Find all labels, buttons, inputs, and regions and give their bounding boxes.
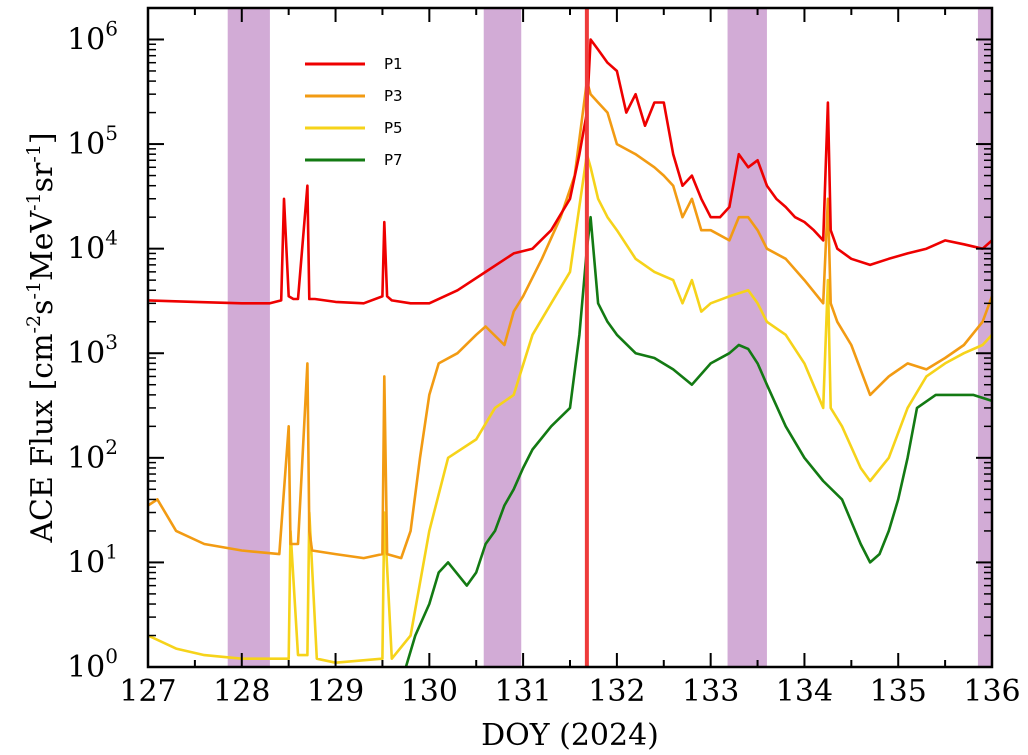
- x-tick-label: 134: [776, 674, 833, 709]
- x-tick-label: 127: [119, 674, 176, 709]
- x-tick-label: 130: [401, 674, 458, 709]
- x-tick-label: 131: [494, 674, 551, 709]
- x-tick-label: 135: [870, 674, 927, 709]
- y-axis-label: ACE Flux [cm-2s-1MeV-1sr-1]: [23, 132, 60, 543]
- legend-label-p3: P3: [384, 87, 403, 105]
- legend-label-p7: P7: [384, 151, 403, 169]
- series-line-p1: [147, 38, 993, 305]
- x-tick-label: 133: [682, 674, 739, 709]
- series-line-p3: [147, 79, 994, 560]
- legend-label-p1: P1: [384, 55, 403, 73]
- plot-frame: [146, 6, 994, 669]
- series-line-p5: [147, 152, 993, 665]
- shaded-band-2: [483, 8, 522, 667]
- x-axis-label: DOY (2024): [481, 718, 659, 753]
- x-axis: 127 128 129 130 131 132 133 134 135 136: [119, 8, 1021, 709]
- x-tick-label: 128: [213, 674, 270, 709]
- shaded-band-4: [977, 8, 992, 667]
- legend: P1 P3 P5 P7: [305, 55, 403, 169]
- shaded-band-1: [227, 8, 270, 667]
- y-tick-label: 105: [67, 121, 118, 162]
- y-tick-label: 106: [67, 16, 118, 57]
- x-tick-label: 136: [963, 674, 1020, 709]
- y-tick-label: 100: [67, 644, 118, 685]
- y-tick-label: 103: [67, 330, 118, 371]
- y-tick-label: 101: [67, 539, 118, 580]
- legend-label-p5: P5: [384, 119, 403, 137]
- x-tick-label: 129: [307, 674, 364, 709]
- shaded-bands: [227, 8, 992, 667]
- series-lines: [147, 38, 994, 668]
- shaded-band-3: [727, 8, 767, 667]
- series-line-p7: [404, 215, 993, 668]
- y-tick-label: 102: [67, 435, 118, 476]
- x-tick-label: 132: [588, 674, 645, 709]
- y-tick-label: 104: [67, 226, 118, 267]
